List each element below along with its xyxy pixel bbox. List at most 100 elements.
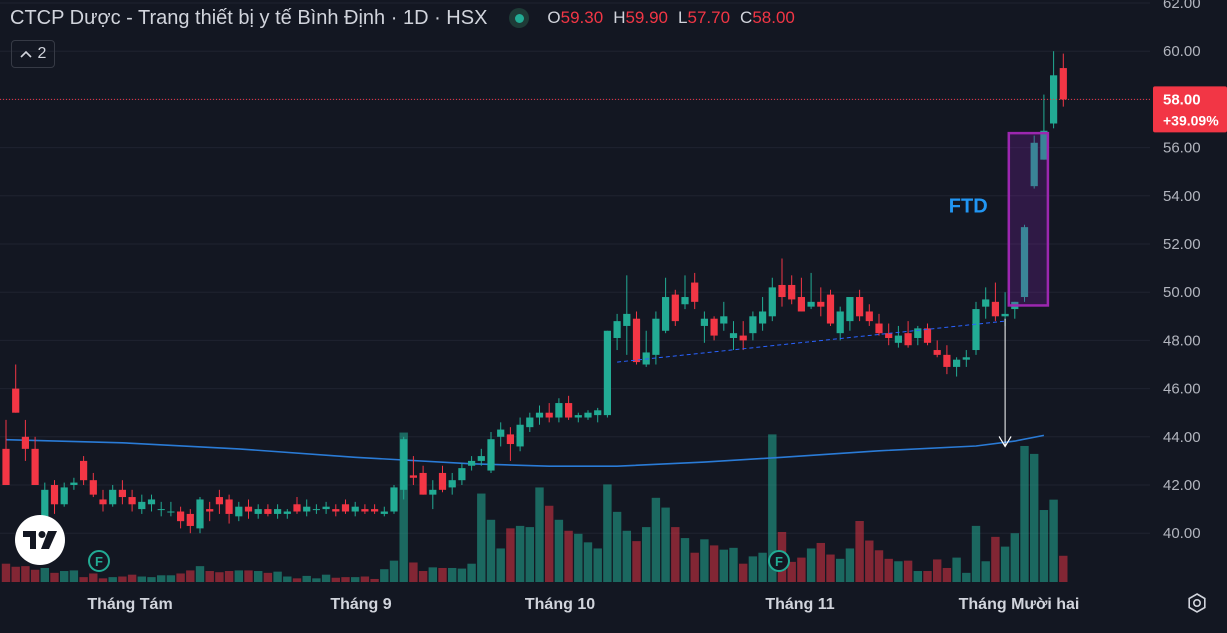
trendline <box>617 320 1006 363</box>
candle <box>341 499 350 514</box>
volume-bar <box>438 567 447 582</box>
candle-body <box>419 472 427 495</box>
volume-bar <box>903 560 913 582</box>
candle <box>21 419 29 461</box>
volume-bar <box>806 548 816 582</box>
volume-bar <box>826 554 835 582</box>
volume-bar <box>942 567 952 582</box>
candle <box>739 321 747 351</box>
volume-bar <box>60 571 69 582</box>
financials-event-icon[interactable]: F <box>768 550 790 572</box>
volume-bar <box>1039 510 1049 582</box>
volume-bar <box>729 547 738 582</box>
open-value: 59.30 <box>560 8 604 27</box>
candle <box>991 282 999 322</box>
symbol-title[interactable]: CTCP Dược - Trang thiết bị y tế Bình Địn… <box>10 6 488 29</box>
collapse-indicators-button[interactable]: 2 <box>11 40 55 68</box>
volume-bar <box>254 571 263 582</box>
candle <box>671 289 679 326</box>
candle-body <box>904 333 912 346</box>
x-tick-label: Tháng 11 <box>765 596 834 613</box>
candle <box>167 501 175 517</box>
candle-body <box>283 511 291 514</box>
candle-body <box>594 410 602 416</box>
volume-bar <box>157 575 166 582</box>
candle <box>118 480 126 505</box>
candle <box>157 501 165 517</box>
moving-average-line <box>5 434 1045 467</box>
candle-body <box>109 489 117 505</box>
volume-bar <box>399 432 408 582</box>
financials-event-icon[interactable]: F <box>88 550 110 572</box>
candle <box>788 275 796 305</box>
candle <box>594 407 602 423</box>
chart-header: CTCP Dược - Trang thiết bị y tế Bình Địn… <box>10 6 805 30</box>
volume-bar <box>545 505 554 582</box>
candle-body <box>526 417 534 428</box>
tradingview-logo[interactable] <box>15 515 65 565</box>
volume-bar <box>186 570 195 582</box>
ohlc-open: O59.30 <box>547 8 603 28</box>
candle <box>147 494 156 512</box>
low-label: L <box>678 8 688 27</box>
gear-icon[interactable] <box>1186 592 1208 614</box>
candle-body <box>759 311 767 324</box>
candle-body <box>2 448 10 485</box>
y-tick-label: 46.00 <box>1163 381 1201 398</box>
candle-body <box>991 301 999 317</box>
candle <box>962 350 970 367</box>
volume-bar <box>360 576 370 582</box>
candle-body <box>429 489 437 495</box>
candle-body <box>1030 142 1038 187</box>
volume-bar <box>89 573 98 582</box>
volume-bar <box>263 572 273 582</box>
volume-bar <box>700 539 709 582</box>
candle-body <box>797 297 805 312</box>
close-value: 58.00 <box>752 8 795 27</box>
candle-body <box>826 294 835 324</box>
candle-body <box>303 506 311 512</box>
candle-body <box>264 509 272 514</box>
chevron-up-icon <box>19 50 32 58</box>
candle <box>729 321 738 351</box>
ftd-annotation-label: FTD <box>949 196 988 218</box>
candle-body <box>565 403 573 418</box>
candle-body <box>118 489 126 498</box>
volume-bar <box>981 561 990 582</box>
candle-body <box>332 509 340 512</box>
y-tick-label: 40.00 <box>1163 525 1201 542</box>
candle <box>409 456 417 485</box>
volume-bar <box>292 578 302 582</box>
candle <box>526 412 534 432</box>
candle <box>215 489 223 514</box>
candle-body <box>535 412 544 418</box>
candle-body <box>274 509 282 514</box>
candle <box>429 480 437 510</box>
candle-body <box>31 448 39 485</box>
candle <box>390 485 398 514</box>
volume-bar <box>166 575 176 582</box>
candle-body <box>506 434 514 445</box>
volume-bar <box>768 434 777 582</box>
candle <box>982 287 990 319</box>
candle <box>1030 135 1038 189</box>
candle <box>652 311 660 365</box>
volume-bar <box>632 541 641 582</box>
volume-bar <box>40 567 49 582</box>
candle-body <box>41 489 49 522</box>
last-price-tag <box>1153 86 1227 133</box>
candle <box>700 311 708 343</box>
candle <box>759 297 767 331</box>
volume-bar <box>215 572 224 582</box>
candle-body <box>710 318 718 336</box>
candle <box>303 499 311 517</box>
volume-bar <box>971 525 981 582</box>
candle-body <box>390 487 398 512</box>
y-tick-label: 52.00 <box>1163 236 1201 253</box>
candle-body <box>613 321 621 338</box>
volume-bar <box>283 576 292 582</box>
candle-body <box>89 480 97 495</box>
candle <box>283 509 291 519</box>
candle-body <box>632 318 641 363</box>
